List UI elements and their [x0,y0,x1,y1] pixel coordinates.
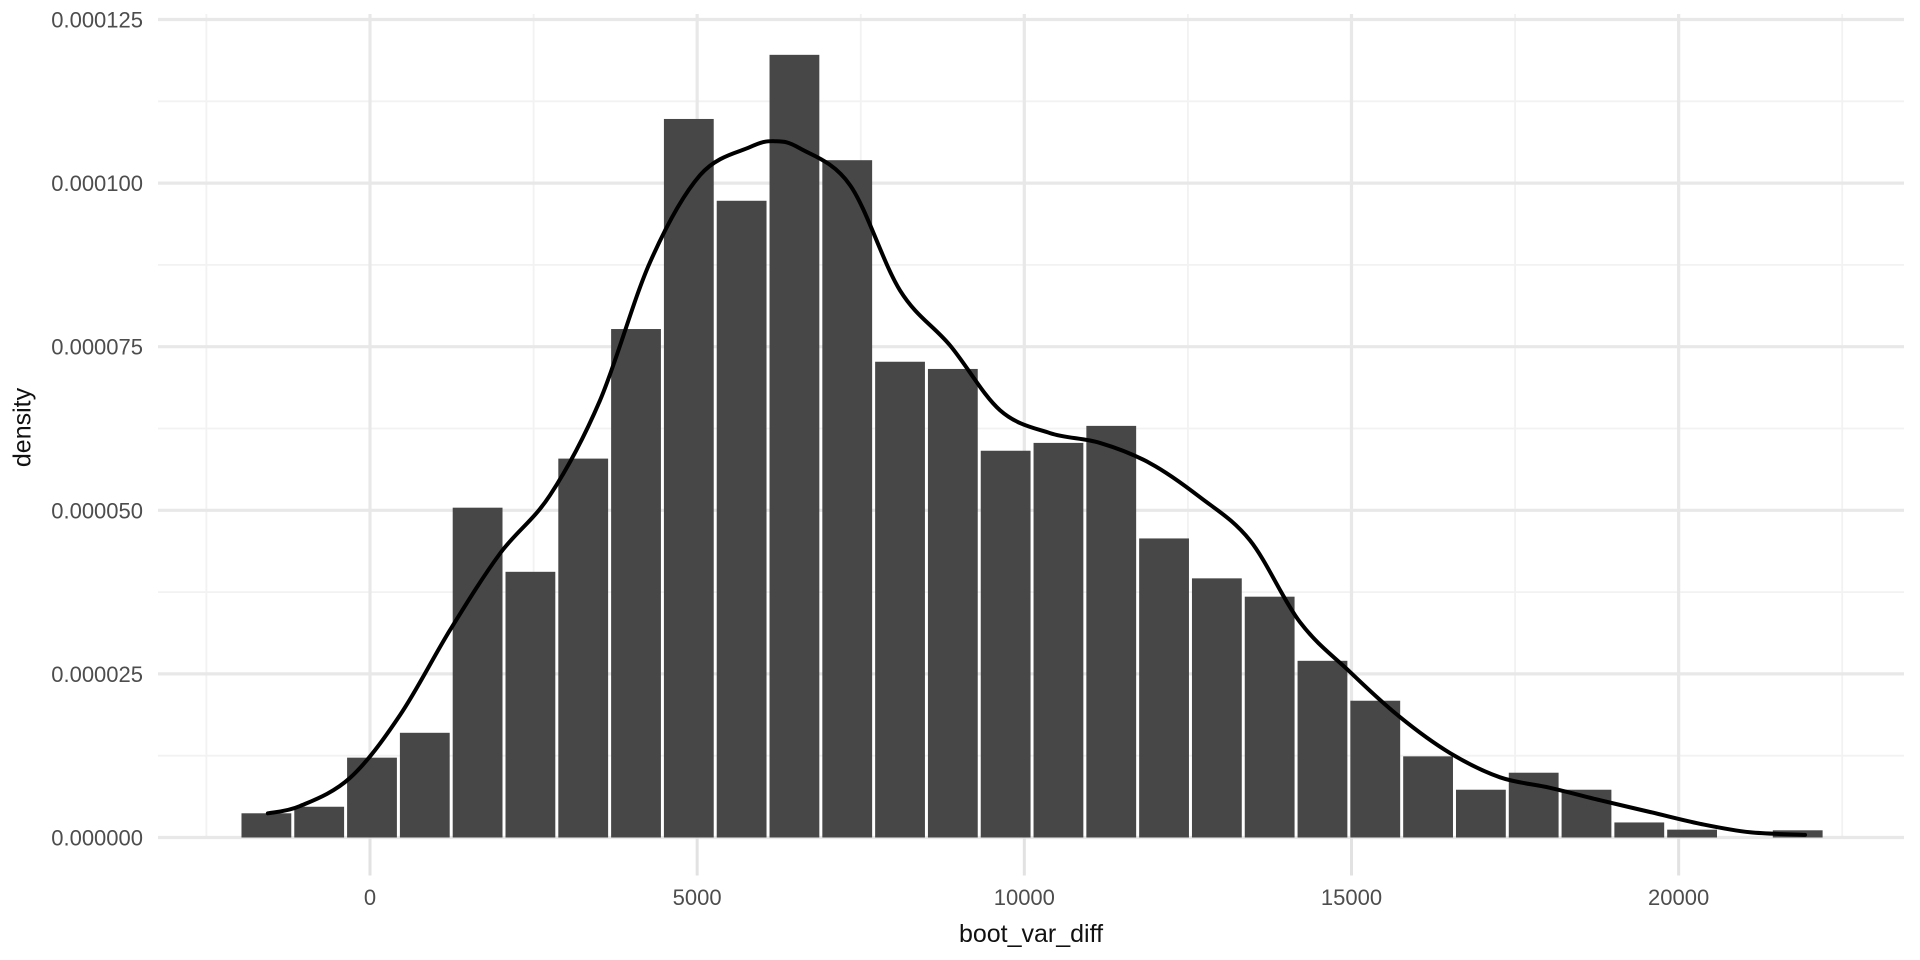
histogram-bar [1033,442,1084,838]
y-tick-label: 0.000050 [51,498,143,523]
histogram-bar [1244,596,1295,838]
y-tick-label: 0.000000 [51,826,143,851]
y-tick-label: 0.000125 [51,7,143,32]
histogram-bar [347,757,397,838]
histogram-bar [1191,578,1242,838]
histogram-bar [558,458,609,838]
histogram-bar [769,54,820,838]
histogram-bar [1403,756,1453,838]
histogram-bar [1139,538,1189,838]
histogram-bar [980,450,1031,838]
histogram-bar [1086,425,1137,838]
density-curve [265,139,1807,837]
histogram-bar [1667,829,1717,838]
x-tick-label: 5000 [673,885,722,910]
x-tick-label: 20000 [1648,885,1709,910]
histogram-bar [241,813,292,838]
y-axis-title: density [8,387,37,468]
histogram-bar [875,361,925,838]
histogram-bar [611,329,661,838]
histogram-bar [927,368,978,838]
histogram-bar [1455,789,1506,838]
x-tick-label: 0 [364,885,376,910]
histogram-bar [1297,660,1348,838]
y-tick-label: 0.000025 [51,662,143,687]
histogram-bar [1350,700,1401,838]
x-axis-title: boot_var_diff [958,920,1104,948]
histogram-bar [399,732,450,838]
y-tick-label: 0.000100 [51,171,143,196]
histogram-bar [716,200,767,838]
histogram-bar [505,571,556,838]
histogram-bar [663,118,714,838]
histogram-bar [294,806,345,838]
x-tick-label: 15000 [1321,885,1382,910]
histogram-bar [822,160,873,838]
histogram-bar [1614,822,1665,838]
x-tick-label: 10000 [994,885,1055,910]
y-tick-label: 0.000075 [51,335,143,360]
